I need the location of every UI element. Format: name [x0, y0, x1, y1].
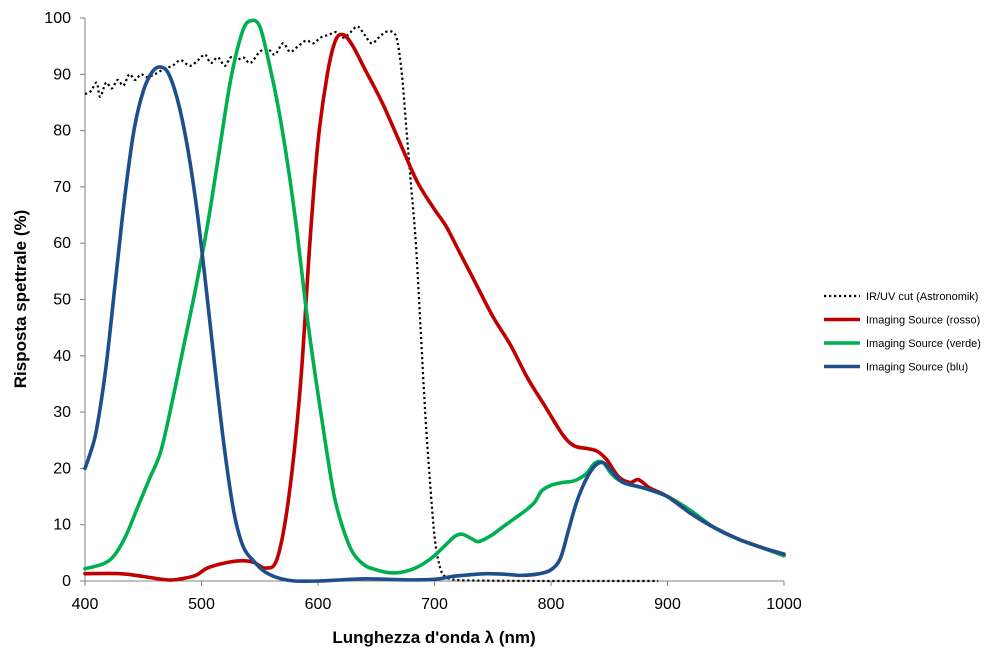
legend: IR/UV cut (Astronomik) Imaging Source (ro…: [824, 291, 981, 374]
x-tick-label: 400: [72, 596, 99, 613]
y-axis-title: Risposta spettrale (%): [11, 210, 30, 389]
y-tick-label: 90: [53, 66, 71, 83]
x-tick-label: 500: [188, 596, 215, 613]
y-tick-label: 10: [53, 517, 71, 534]
y-tick-label: 30: [53, 404, 71, 421]
x-tick-label: 900: [654, 596, 681, 613]
legend-label-imaging-source-rosso: Imaging Source (rosso): [866, 315, 980, 327]
y-tick-label: 20: [53, 460, 71, 477]
y-tick-label: 40: [53, 348, 71, 365]
y-tick-label: 70: [53, 179, 71, 196]
legend-label-ir-uv-cut-astronomik: IR/UV cut (Astronomik): [866, 291, 978, 303]
series-line-imaging-source-blu: [83, 65, 786, 583]
x-tick-label: 700: [421, 596, 448, 613]
y-tick-label: 80: [53, 123, 71, 140]
legend-label-imaging-source-verde: Imaging Source (verde): [866, 338, 981, 350]
axes-layer: 0 10 20 30 40 50 60 70 80 90 100 400 500 600 700 800 900…: [44, 10, 802, 613]
y-tick-label: 0: [62, 573, 71, 590]
series-line-imaging-source-verde: [83, 18, 786, 575]
x-tick-label: 1000: [766, 596, 802, 613]
legend-label-imaging-source-blu: Imaging Source (blu): [866, 362, 968, 374]
x-axis-title: Lunghezza d'onda λ (nm): [332, 628, 535, 647]
y-tick-label: 100: [44, 10, 71, 27]
x-tick-label: 600: [305, 596, 332, 613]
series-line-ir-uv-cut-astronomik: [84, 25, 659, 583]
x-tick-label: 800: [538, 596, 565, 613]
y-tick-label: 60: [53, 235, 71, 252]
series-line-imaging-source-rosso: [83, 32, 786, 582]
series-layer: [83, 18, 786, 583]
y-tick-label: 50: [53, 292, 71, 309]
